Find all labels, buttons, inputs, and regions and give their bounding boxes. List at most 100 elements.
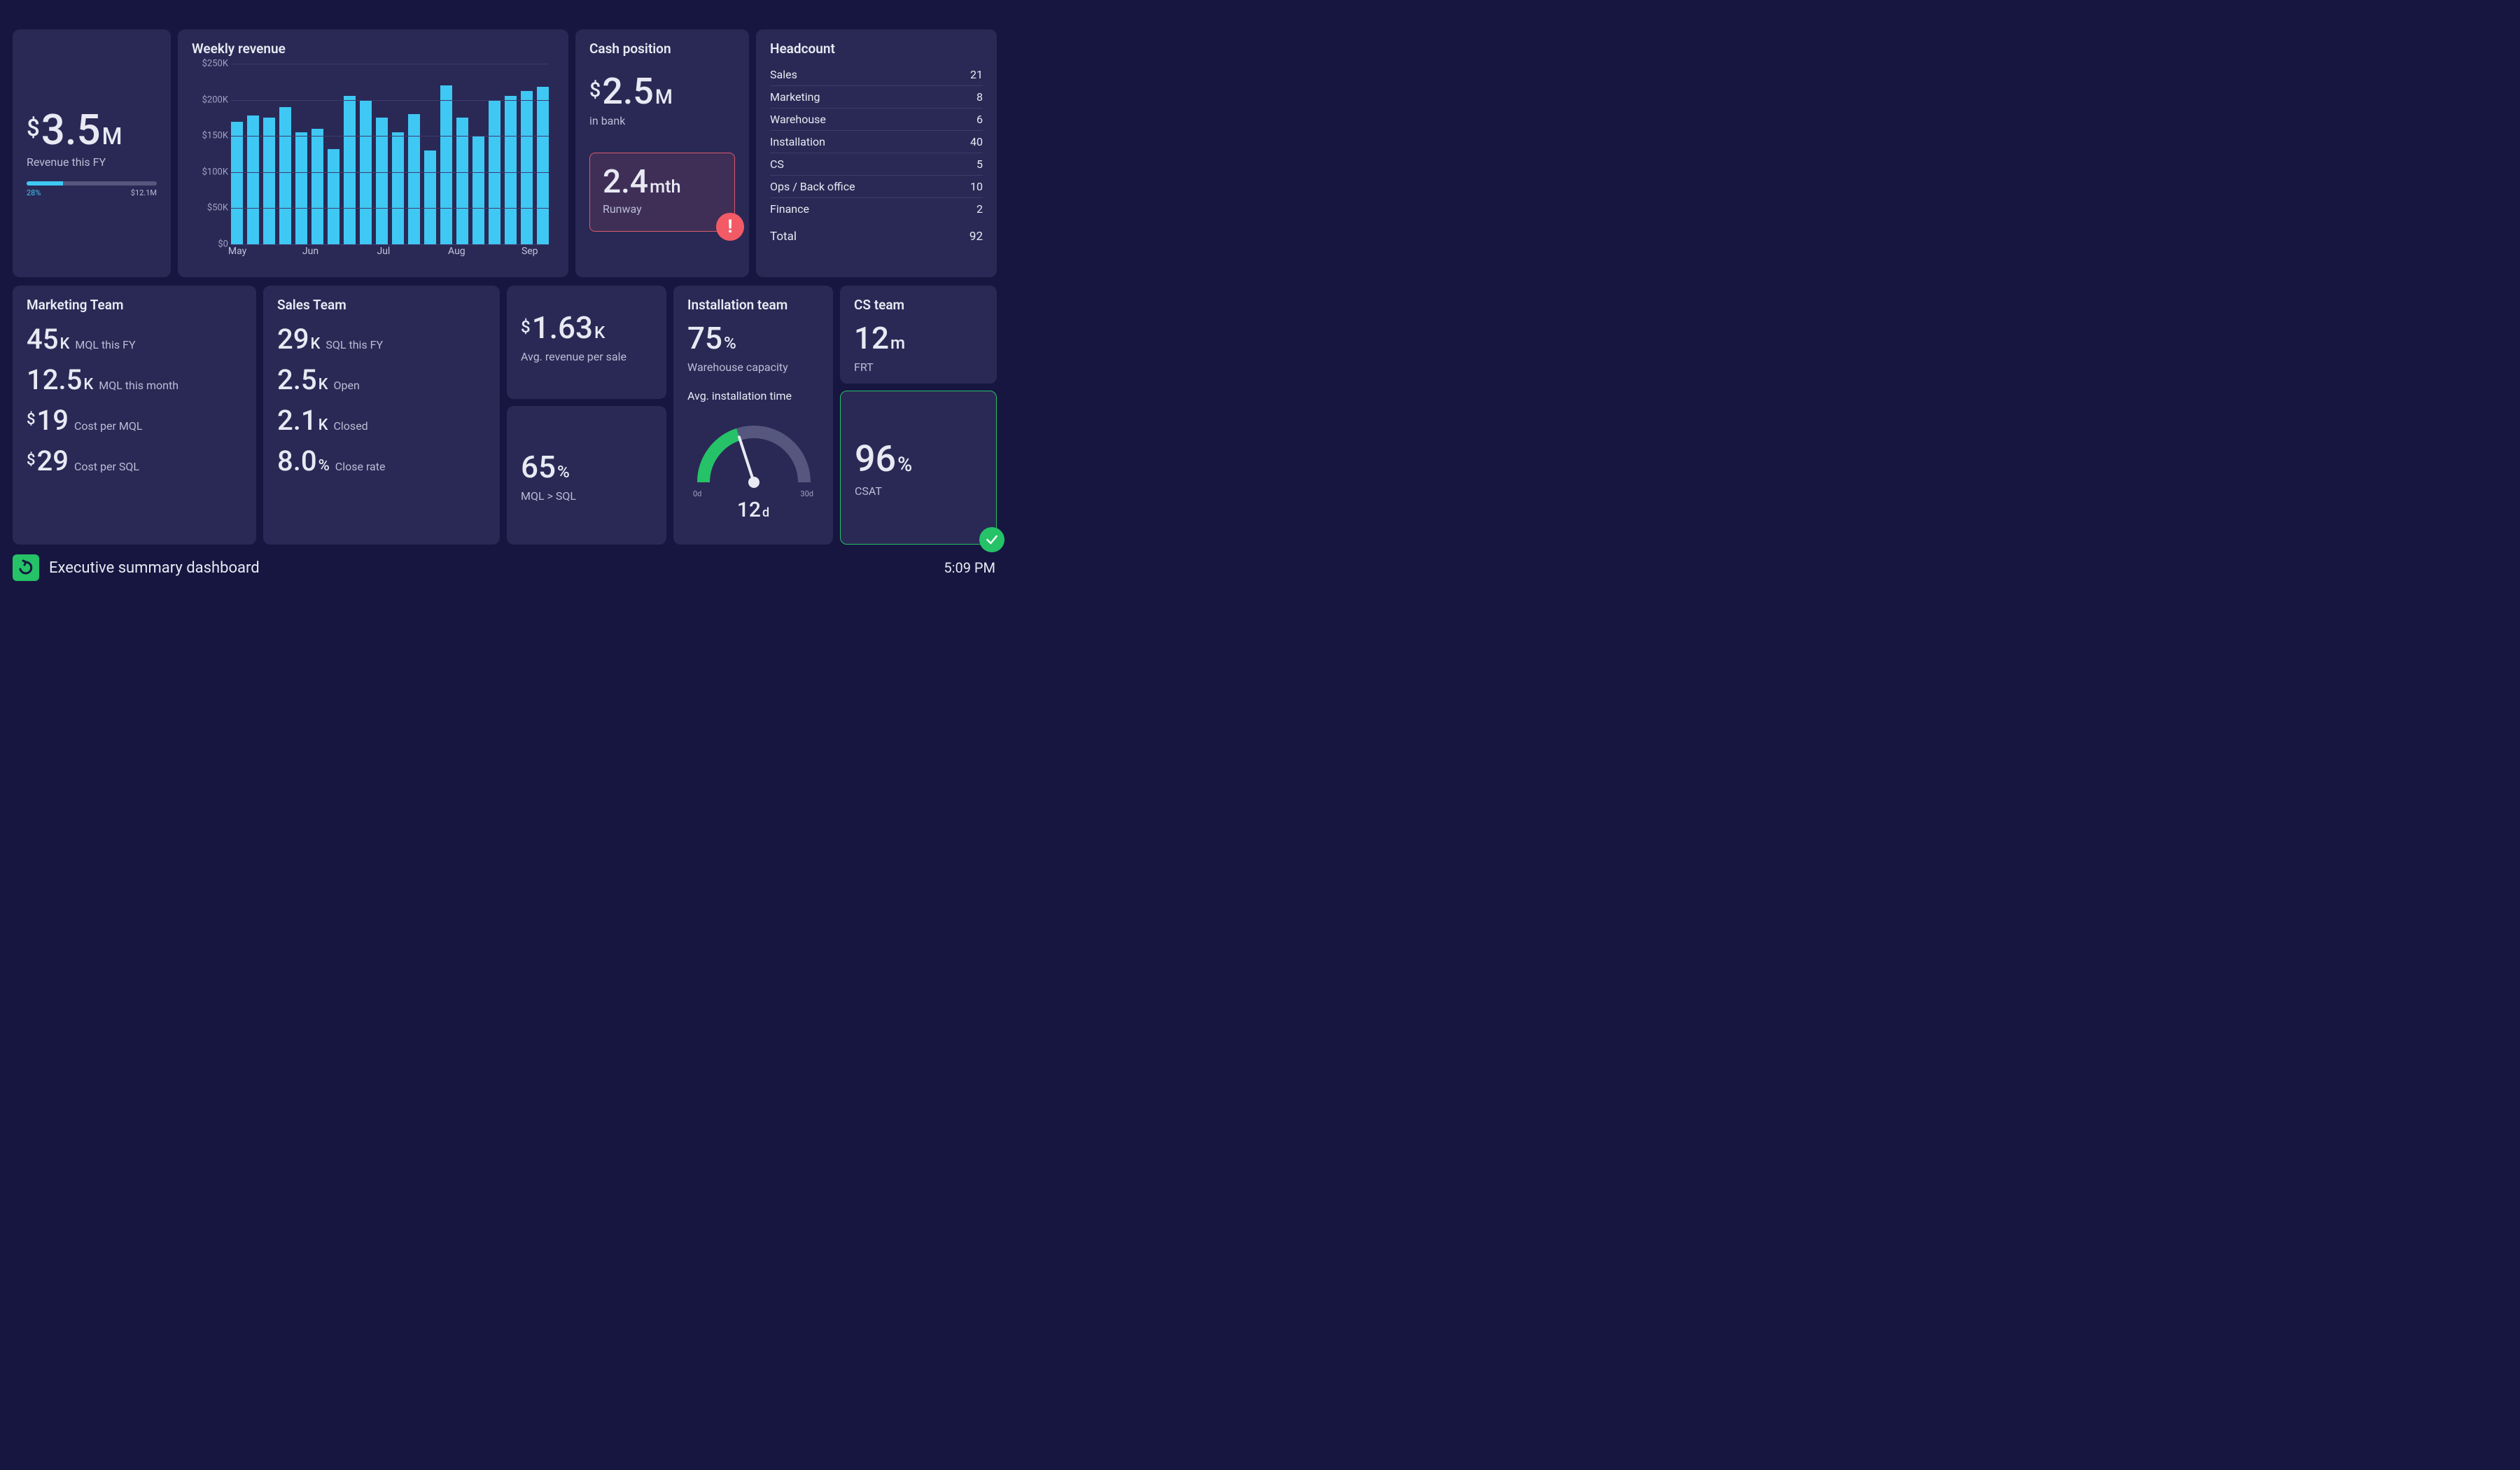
headcount-row: Ops / Back office10 [770, 176, 983, 198]
headcount-row: Sales21 [770, 64, 983, 86]
cash-amount: 2.5 [602, 70, 654, 113]
sales-stat-amount: 2.1 [277, 404, 317, 437]
install-value: 75% [687, 320, 819, 356]
progress-track [27, 181, 157, 186]
y-axis-label: $100K [202, 167, 228, 177]
headcount-total-value: 92 [969, 230, 983, 244]
cs-amount: 12 [854, 320, 889, 356]
card-sales-team[interactable]: Sales Team 29KSQL this FY2.5KOpen2.1KClo… [263, 286, 500, 545]
bar [231, 122, 243, 244]
mql-sql-suffix: % [557, 462, 570, 482]
cs-value: 12m [854, 320, 983, 356]
gridline [231, 208, 549, 209]
card-avg-revenue[interactable]: $1.63K Avg. revenue per sale [507, 286, 666, 399]
bar [344, 96, 356, 244]
y-axis-label: $150K [202, 131, 228, 141]
headcount-total-label: Total [770, 230, 797, 244]
sales-stat: 2.5KOpen [277, 366, 486, 394]
headcount-row-value: 10 [970, 180, 983, 193]
card-weekly-revenue[interactable]: Weekly revenue MayJunJulAugSep $0$50K$10… [178, 29, 568, 277]
mql-sql-value: 65% [521, 449, 652, 485]
cs-suffix: m [890, 333, 905, 353]
sales-stat-desc: Closed [334, 419, 368, 433]
card-cs-team[interactable]: CS team 12m FRT [840, 286, 997, 384]
sales-stat-amount: 2.5 [277, 363, 317, 396]
revenue-fy-label: Revenue this FY [27, 155, 157, 169]
sales-stat: 2.1KClosed [277, 407, 486, 435]
marketing-stat-desc: MQL this month [99, 379, 178, 392]
y-axis-label: $50K [207, 203, 228, 214]
headcount-title: Headcount [770, 41, 983, 57]
bar [376, 118, 388, 244]
card-revenue-fy[interactable]: $3.5M Revenue this FY 28% $12.1M [13, 29, 171, 277]
bar [392, 132, 404, 244]
revenue-fy-value: $3.5M [27, 109, 157, 151]
bar [456, 118, 468, 244]
marketing-stat-amount: 12.5 [27, 363, 82, 396]
gauge-min-label: 0d [693, 489, 701, 498]
bar [505, 96, 517, 244]
marketing-stat-value: 45K [27, 326, 69, 354]
install-gauge: 0d 30d 12d [687, 412, 819, 521]
card-mql-sql[interactable]: 65% MQL > SQL [507, 406, 666, 545]
marketing-stat-suffix: K [83, 376, 93, 393]
bar [537, 87, 549, 244]
cash-prefix: $ [589, 78, 601, 102]
progress-fill [27, 181, 63, 186]
sales-stat-suffix: K [310, 335, 320, 353]
footer-title: Executive summary dashboard [49, 559, 260, 577]
cash-title: Cash position [589, 41, 735, 57]
x-axis-label: Aug [448, 246, 465, 257]
card-csat[interactable]: 96% CSAT [840, 391, 997, 545]
gridline [231, 100, 549, 101]
headcount-row-label: CS [770, 158, 784, 171]
sales-stat-desc: SQL this FY [326, 338, 383, 351]
weekly-revenue-xlabels: MayJunJulAugSep [231, 246, 549, 260]
bar [424, 150, 436, 244]
headcount-row-label: Marketing [770, 90, 820, 104]
avg-revenue-suffix: K [594, 323, 605, 342]
sales-stat-value: 29K [277, 326, 320, 354]
sales-stat-desc: Open [334, 379, 360, 392]
alert-icon: ! [716, 213, 744, 241]
sales-stat-value: 8.0% [277, 447, 330, 475]
marketing-stat: $29Cost per SQL [27, 447, 242, 475]
csat-amount: 96 [855, 438, 896, 480]
headcount-row: Marketing8 [770, 86, 983, 108]
card-cash-position[interactable]: Cash position $2.5M in bank 2.4mth Runwa… [575, 29, 749, 277]
gauge-amount: 12 [737, 498, 761, 522]
headcount-row-value: 40 [970, 135, 983, 148]
footer: Executive summary dashboard 5:09 PM [13, 554, 995, 581]
install-amount: 75 [687, 320, 722, 356]
runway-value: 2.4mth [603, 166, 722, 198]
sales-stat-suffix: % [318, 457, 330, 475]
sales-stat-amount: 29 [277, 323, 309, 356]
sales-title: Sales Team [277, 297, 486, 313]
card-marketing-team[interactable]: Marketing Team 45KMQL this FY12.5KMQL th… [13, 286, 256, 545]
headcount-row-value: 6 [976, 113, 983, 126]
bar [472, 136, 484, 244]
bar [408, 114, 420, 244]
progress-labels: 28% $12.1M [27, 188, 157, 197]
x-axis-label: Jun [302, 246, 318, 257]
revenue-fy-suffix: M [102, 123, 122, 150]
gauge-suffix: d [762, 505, 769, 520]
install-title: Installation team [687, 297, 819, 313]
avg-revenue-label: Avg. revenue per sale [521, 350, 652, 363]
cash-value: $2.5M [589, 74, 735, 110]
csat-value: 96% [855, 438, 982, 480]
marketing-stat-desc: MQL this FY [75, 338, 135, 351]
logo-icon[interactable] [13, 554, 39, 581]
card-headcount[interactable]: Headcount Sales21Marketing8Warehouse6Ins… [756, 29, 997, 277]
marketing-stat-desc: Cost per MQL [74, 419, 142, 433]
marketing-stat-prefix: $ [27, 411, 36, 428]
marketing-stat-value: $19 [27, 407, 69, 435]
headcount-row: Finance2 [770, 198, 983, 220]
runway-amount: 2.4 [603, 163, 648, 201]
mql-sql-amount: 65 [521, 449, 556, 485]
cs-title: CS team [854, 297, 983, 313]
x-axis-label: Sep [522, 246, 538, 257]
card-installation-team[interactable]: Installation team 75% Warehouse capacity… [673, 286, 833, 545]
marketing-stat: $19 Cost per MQL [27, 407, 242, 435]
bar [295, 132, 307, 244]
